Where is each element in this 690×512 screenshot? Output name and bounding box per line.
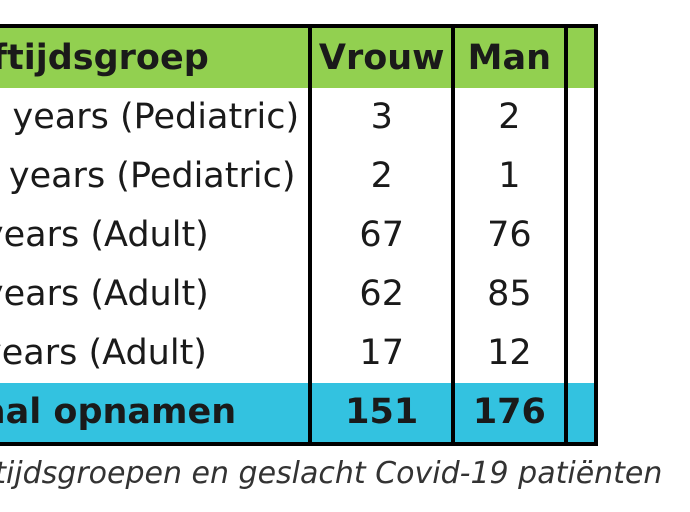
total-extra-cell: [563, 383, 599, 446]
table-row: 18-? years (Pediatric) 2 1: [0, 147, 599, 206]
female-count-cell: 62: [308, 265, 456, 324]
extra-cell: [563, 265, 599, 324]
header-age-group: Leeftijdsgroep: [0, 24, 313, 88]
admissions-table-container: Leeftijdsgroep Vrouw Man 0-17 years (Ped…: [0, 24, 690, 446]
female-count-cell: 3: [308, 88, 456, 147]
table-row: ?+ years (Adult) 17 12: [0, 324, 599, 383]
total-label-cell: Totaal opnamen: [0, 383, 313, 446]
female-count-cell: 17: [308, 324, 456, 383]
header-male: Man: [451, 24, 568, 88]
admissions-table: Leeftijdsgroep Vrouw Man 0-17 years (Ped…: [0, 24, 599, 446]
table-row: ?-? years (Adult) 67 76: [0, 206, 599, 265]
male-count-cell: 2: [451, 88, 568, 147]
age-group-cell: 0-17 years (Pediatric): [0, 88, 313, 147]
extra-cell: [563, 206, 599, 265]
male-count-cell: 1: [451, 147, 568, 206]
header-extra: [563, 24, 599, 88]
male-count-cell: 12: [451, 324, 568, 383]
total-male-cell: 176: [451, 383, 568, 446]
age-group-cell: ?-? years (Adult): [0, 265, 313, 324]
total-female-cell: 151: [308, 383, 456, 446]
extra-cell: [563, 88, 599, 147]
table-row: 0-17 years (Pediatric) 3 2: [0, 88, 599, 147]
header-row: Leeftijdsgroep Vrouw Man: [0, 24, 599, 88]
age-group-cell: 18-? years (Pediatric): [0, 147, 313, 206]
total-row: Totaal opnamen 151 176: [0, 383, 599, 446]
age-group-cell: ?-? years (Adult): [0, 206, 313, 265]
table-row: ?-? years (Adult) 62 85: [0, 265, 599, 324]
male-count-cell: 85: [451, 265, 568, 324]
female-count-cell: 2: [308, 147, 456, 206]
female-count-cell: 67: [308, 206, 456, 265]
caption-text: Leeftijdsgroepen en geslacht Covid-19 pa…: [0, 456, 663, 491]
male-count-cell: 76: [451, 206, 568, 265]
age-group-cell: ?+ years (Adult): [0, 324, 313, 383]
extra-cell: [563, 324, 599, 383]
header-female: Vrouw: [308, 24, 456, 88]
extra-cell: [563, 147, 599, 206]
table-caption: Leeftijdsgroepen en geslacht Covid-19 pa…: [0, 452, 690, 496]
